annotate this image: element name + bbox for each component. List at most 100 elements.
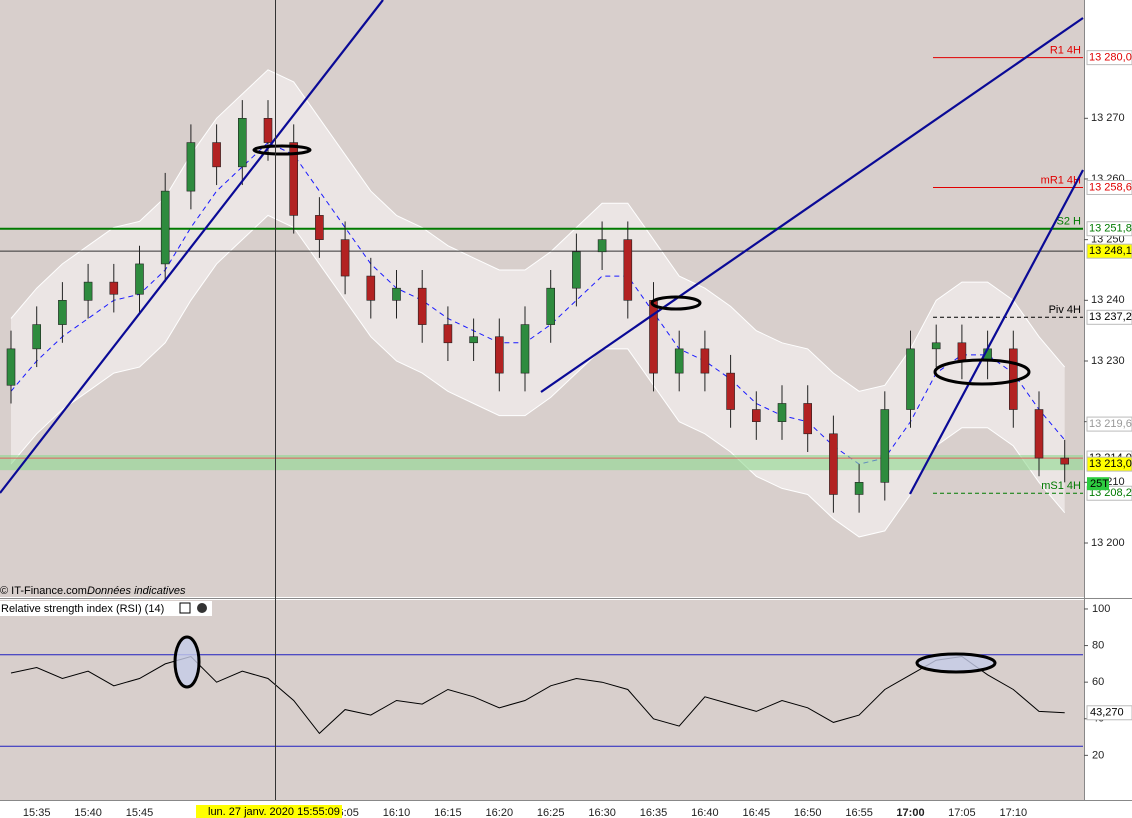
- source-note: Données indicatives: [87, 585, 186, 597]
- level-name: mS1 4H: [1041, 480, 1081, 492]
- level-label: 13 219,6: [1089, 418, 1132, 430]
- level-box: [1086, 221, 1132, 237]
- candle-body: [238, 118, 247, 168]
- level-label: 13 248,1: [1089, 245, 1132, 257]
- x-tick-label: 15:45: [126, 807, 154, 818]
- x-tick-label: 15:35: [23, 807, 51, 818]
- candle-body: [6, 348, 16, 386]
- counter-box: [1087, 477, 1109, 491]
- level-name: mR1 4H: [1041, 174, 1081, 186]
- candle-body: [546, 287, 556, 325]
- level-box: [1086, 179, 1132, 195]
- level-label: 13 280,0: [1089, 52, 1132, 64]
- y-tick-label: 13 240: [1091, 294, 1125, 306]
- x-tick-label: 16:25: [537, 807, 565, 818]
- y-tick-label: 20: [1092, 749, 1104, 761]
- y-tick-label: 13 270: [1091, 112, 1125, 124]
- candle-body: [931, 342, 941, 350]
- level-box: [1086, 50, 1132, 66]
- candle-body: [58, 300, 67, 325]
- x-tick-label: 16:10: [383, 807, 411, 818]
- candle-body: [880, 409, 890, 483]
- candle-body: [32, 324, 42, 350]
- trend-line: [909, 169, 1084, 495]
- cursor-label-box: [196, 805, 342, 818]
- candle-body: [1060, 457, 1069, 465]
- candle-body: [186, 142, 196, 192]
- candle-body: [160, 190, 170, 265]
- candle-body: [520, 324, 530, 374]
- ellipse: [173, 635, 201, 689]
- level-label: 13 213,0: [1089, 458, 1132, 470]
- close-icon[interactable]: [197, 603, 207, 613]
- rsi-title: Relative strength index (RSI) (14): [1, 603, 164, 615]
- x-tick-label: 17:10: [1000, 807, 1028, 818]
- x-tick-label: 16:40: [691, 807, 719, 818]
- candle-body: [1034, 409, 1044, 459]
- candle-body: [443, 324, 453, 344]
- x-tick-label: 17:00: [896, 807, 924, 818]
- level-box: [1086, 416, 1132, 432]
- candle-body: [417, 287, 427, 325]
- candle-body: [854, 482, 864, 495]
- level-name: R1 4H: [1050, 45, 1081, 57]
- ellipse: [933, 358, 1031, 386]
- x-tick-label: 17:05: [948, 807, 976, 818]
- x-tick-label: 16:15: [434, 807, 462, 818]
- candle-body: [83, 281, 93, 301]
- y-tick-label: 80: [1092, 639, 1104, 651]
- candle-body: [726, 372, 735, 410]
- ellipse: [252, 144, 312, 156]
- candle-body: [623, 239, 633, 301]
- candle-body: [700, 348, 710, 374]
- candle-body: [289, 142, 299, 216]
- level-box: [1086, 243, 1132, 259]
- level-box: [1086, 309, 1132, 325]
- candle-body: [829, 433, 838, 495]
- candle-body: [263, 118, 273, 143]
- candle-body: [494, 336, 504, 374]
- x-tick-label: 16:50: [794, 807, 822, 818]
- x-tick-label: 16:20: [486, 807, 514, 818]
- y-tick-label: 60: [1092, 676, 1104, 688]
- x-tick-label: 16:35: [640, 807, 668, 818]
- counter: 25T: [1090, 478, 1109, 490]
- candle-body: [392, 287, 401, 301]
- x-tick-label: 16:55: [845, 807, 873, 818]
- rsi-tools[interactable]: [179, 602, 207, 614]
- candle-body: [597, 239, 607, 253]
- candle-body: [212, 142, 221, 168]
- cursor-label: lun. 27 janv. 2020 15:55:09: [208, 806, 340, 818]
- x-tick-label: 16:45: [743, 807, 771, 818]
- level-name: S2 H: [1057, 216, 1082, 228]
- zone: [0, 455, 1083, 471]
- y-tick-label: 100: [1092, 603, 1110, 615]
- candle-body: [366, 275, 376, 301]
- rsi-title-box: [0, 601, 212, 616]
- candle-body: [109, 281, 119, 295]
- trend-line: [540, 17, 1084, 393]
- level-label: 13 237,2: [1089, 311, 1132, 323]
- annotations: [173, 144, 1031, 689]
- candle-body: [957, 342, 967, 362]
- candle-body: [469, 336, 478, 344]
- candle-body: [803, 403, 813, 435]
- ellipse: [650, 295, 702, 311]
- candle-body: [751, 409, 761, 422]
- x-tick-label: 16:05: [331, 807, 359, 818]
- ellipse: [915, 652, 997, 674]
- y-tick-label: 13 250: [1091, 234, 1125, 246]
- y-tick-label: 13 200: [1091, 537, 1125, 549]
- current-box: [1086, 705, 1132, 721]
- candle-body: [674, 348, 684, 374]
- rsi-pane: [0, 600, 1084, 800]
- tool-icon[interactable]: [179, 602, 191, 614]
- trend-line: [0, 0, 384, 494]
- candle-body: [906, 348, 915, 410]
- x-tick-label: 16:30: [588, 807, 616, 818]
- candle-body: [340, 239, 350, 277]
- candle-body: [572, 251, 581, 289]
- level-name: Piv 4H: [1049, 304, 1081, 316]
- trend-lines: [0, 0, 1084, 495]
